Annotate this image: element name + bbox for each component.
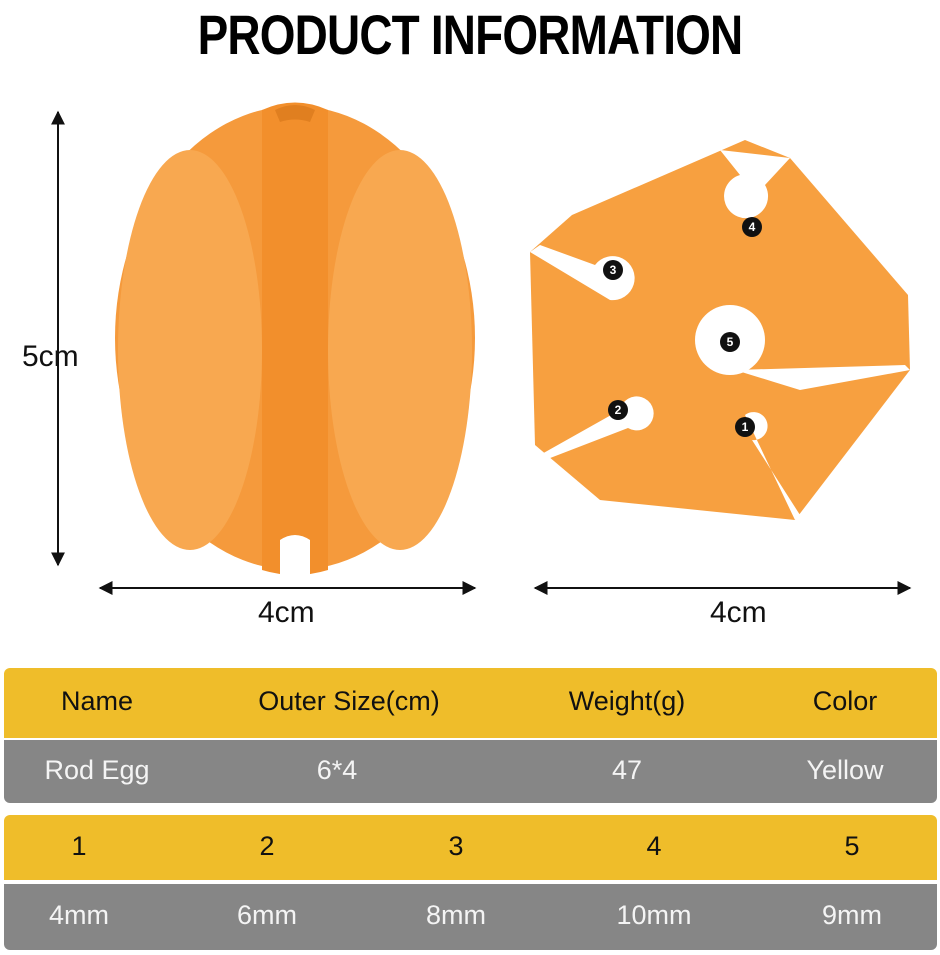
spec-table: Name Outer Size(cm) Weight(g) Color Rod … [4, 668, 937, 803]
hole-size-table: 1 2 3 4 5 4mm 6mm 8mm 10mm 9mm [4, 815, 937, 950]
value-color: Yellow [806, 754, 884, 785]
hole-size: 10mm [616, 900, 692, 930]
value-outer-size: 6*4 [316, 754, 358, 785]
star-winder-image: 1 2 3 4 5 [530, 140, 910, 520]
hole-size: 4mm [49, 900, 109, 930]
hole-value-row: 4mm 6mm 8mm 10mm 9mm [4, 884, 937, 950]
header-weight: Weight(g) [568, 686, 686, 716]
hole-header: 3 [448, 830, 464, 861]
hole-header: 1 [71, 830, 87, 861]
hole-size: 8mm [426, 900, 486, 930]
egg-height-label: 5cm [22, 340, 79, 373]
hole-label-2: 2 [615, 403, 622, 417]
header-color: Color [812, 686, 878, 716]
star-width-label: 4cm [710, 596, 767, 629]
rod-egg-image [115, 102, 475, 575]
value-name: Rod Egg [44, 754, 150, 785]
spec-value-row: Rod Egg 6*4 47 Yellow [4, 740, 937, 803]
hole-label-5: 5 [727, 335, 734, 349]
hole-label-4: 4 [749, 220, 756, 234]
egg-width-label: 4cm [258, 596, 315, 629]
hole-header: 5 [844, 830, 860, 861]
hole-size: 9mm [822, 900, 882, 930]
hole-label-1: 1 [742, 420, 749, 434]
header-name: Name [60, 686, 134, 716]
hole-header: 4 [646, 830, 662, 861]
page-title: PRODUCT INFORMATION [197, 3, 744, 66]
hole-header: 2 [259, 830, 275, 861]
value-weight: 47 [611, 754, 643, 785]
spec-header-row: Name Outer Size(cm) Weight(g) Color [4, 668, 937, 738]
hole-header-row: 1 2 3 4 5 [4, 815, 937, 880]
hole-label-3: 3 [610, 263, 617, 277]
product-illustration: 1 2 3 4 5 [51, 102, 912, 595]
hole-size: 6mm [237, 900, 297, 930]
header-outer-size: Outer Size(cm) [258, 686, 440, 716]
